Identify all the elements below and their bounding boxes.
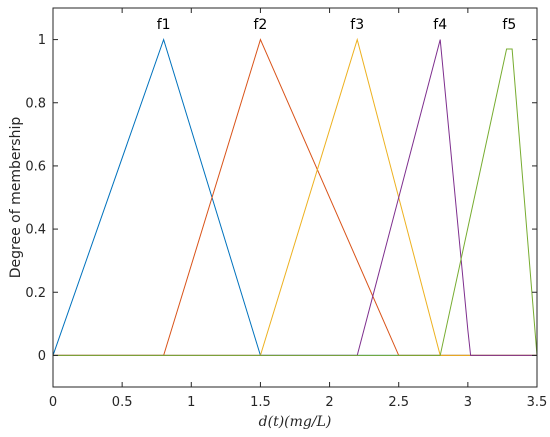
series-line-f4	[53, 39, 537, 356]
y-tick-label: 0.4	[25, 223, 46, 238]
series-label-f5: f5	[502, 17, 516, 33]
y-tick-label: 0.2	[25, 286, 46, 301]
series-line-f1	[52, 37, 537, 356]
y-tick-label: 0	[38, 349, 46, 364]
x-tick-label: 3	[464, 395, 472, 410]
series-line-f2	[53, 38, 537, 356]
tick-layer: 0 0.5 1 1.5 2 2.5 3 3.5 0 0.2 0.4 0.6 0.8 1	[25, 8, 547, 410]
x-tick-label: 1	[187, 395, 195, 410]
x-tick-label: 2.5	[388, 395, 409, 410]
y-tick-label: 0.8	[25, 96, 46, 111]
series-line-f3	[53, 37, 537, 356]
series-label-f3: f3	[350, 17, 364, 33]
annotation-layer: f1 f2 f3 f4 f5	[157, 17, 517, 33]
x-tick-label: 0	[49, 395, 57, 410]
y-tick-label: 0.6	[25, 159, 46, 174]
series-line-f5	[53, 48, 538, 356]
x-tick-label: 0.5	[112, 395, 133, 410]
x-tick-label: 2	[325, 395, 333, 410]
x-tick-label: 3.5	[527, 395, 548, 410]
y-axis-label: Degree of membership	[8, 117, 24, 279]
x-axis-label: d(t)(mg/L)	[259, 414, 332, 430]
x-tick-label: 1.5	[250, 395, 271, 410]
series-label-f2: f2	[254, 17, 268, 33]
series-label-f1: f1	[157, 17, 171, 33]
series-layer	[52, 37, 538, 356]
series-label-f4: f4	[433, 17, 447, 33]
y-tick-label: 1	[38, 33, 46, 48]
plot-area-frame	[52, 7, 538, 388]
